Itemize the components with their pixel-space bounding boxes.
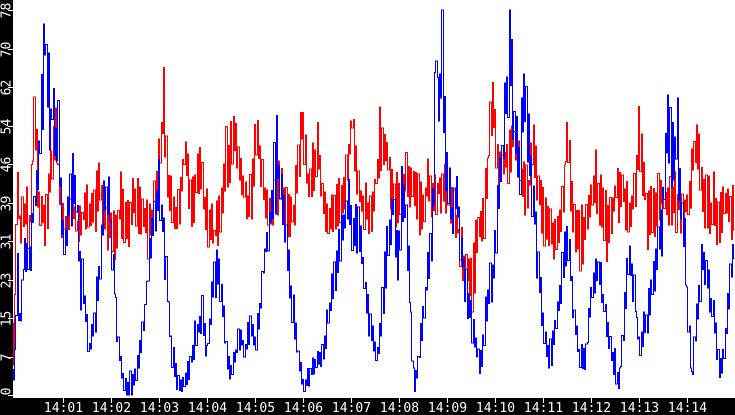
y-axis-tick-label: 15 <box>0 311 15 327</box>
x-axis-tick-label: 14:09 <box>428 401 467 415</box>
x-axis-tick-label: 14:08 <box>380 401 419 415</box>
y-axis-tick-label: 7 <box>0 354 15 362</box>
x-axis-strip <box>0 398 735 415</box>
x-axis-tick-label: 14:01 <box>44 401 83 415</box>
y-axis-tick-label: 70 <box>0 42 15 58</box>
y-axis-tick-label: 23 <box>0 273 15 289</box>
x-axis-tick-label: 14:06 <box>284 401 323 415</box>
blue-series-line <box>13 9 735 396</box>
y-axis-strip <box>0 0 13 415</box>
series-lines <box>13 9 735 396</box>
x-axis-tick-label: 14:07 <box>332 401 371 415</box>
y-axis-tick-label: 39 <box>0 196 15 212</box>
y-axis-tick-label: 62 <box>0 80 15 96</box>
x-axis-tick-label: 14:04 <box>188 401 227 415</box>
x-axis-tick-label: 14:13 <box>620 401 659 415</box>
y-axis-ticks <box>8 10 13 396</box>
y-axis-tick-label: 46 <box>0 157 15 173</box>
y-axis-tick-label: 0 <box>0 388 15 396</box>
x-axis-ticks <box>63 398 688 403</box>
x-axis-tick-label: 14:03 <box>140 401 179 415</box>
x-axis-tick-label: 14:11 <box>524 401 563 415</box>
y-axis-tick-label: 54 <box>0 119 15 135</box>
y-axis-tick-label: 78 <box>0 3 15 19</box>
red-series-line <box>13 67 735 366</box>
x-axis-tick-label: 14:05 <box>236 401 275 415</box>
y-axis-labels: 0 7 15 23 31 39 46 54 62 70 78 <box>0 3 15 396</box>
x-axis-tick-label: 14:12 <box>572 401 611 415</box>
x-axis-tick-label: 14:10 <box>476 401 515 415</box>
x-axis-labels: 14:01 14:02 14:03 14:04 14:05 14:06 14:07 14:08… <box>44 401 707 415</box>
x-axis-tick-label: 14:14 <box>668 401 707 415</box>
x-axis-tick-label: 14:02 <box>92 401 131 415</box>
y-axis-tick-label: 31 <box>0 234 15 250</box>
